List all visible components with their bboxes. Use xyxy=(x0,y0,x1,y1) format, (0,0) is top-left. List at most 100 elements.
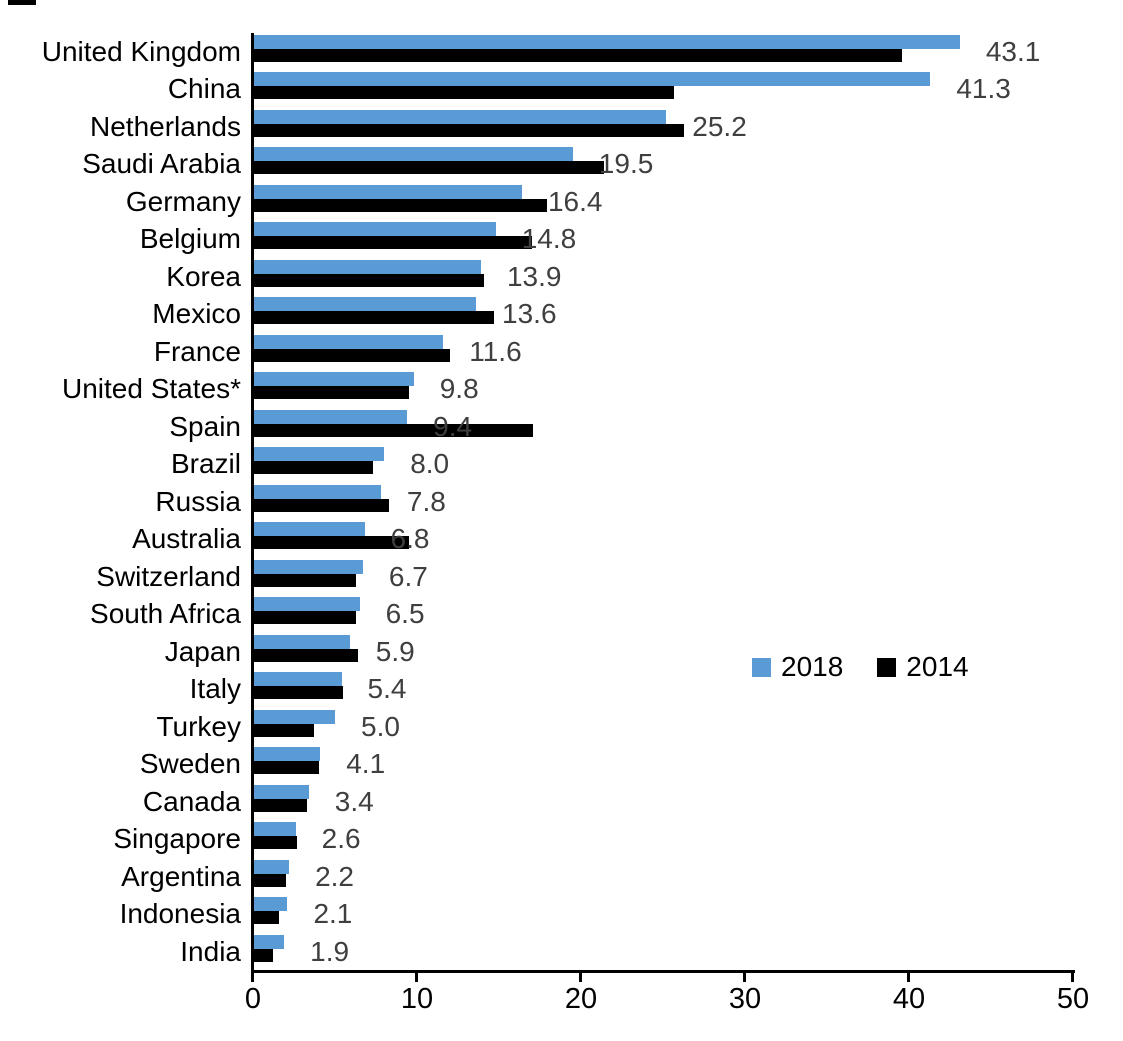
category-label: India xyxy=(180,935,241,967)
value-label: 9.8 xyxy=(439,373,479,405)
value-label: 13.9 xyxy=(506,260,562,292)
bar-2014 xyxy=(253,461,373,475)
bar-2018 xyxy=(253,859,290,874)
bar-2014 xyxy=(253,536,409,550)
bar-2018 xyxy=(253,522,365,537)
x-axis-tick xyxy=(743,973,746,982)
value-label: 6.5 xyxy=(385,598,425,630)
category-label: Canada xyxy=(142,785,241,817)
value-label: 9.4 xyxy=(433,410,473,442)
bar-2014 xyxy=(253,423,534,437)
value-label: 4.1 xyxy=(346,748,386,780)
bar-2014 xyxy=(253,311,495,325)
bar-2014 xyxy=(253,498,390,512)
legend-swatch-2014-icon xyxy=(877,657,897,677)
value-label: 25.2 xyxy=(692,110,747,142)
category-label: France xyxy=(153,335,241,367)
bar-2018 xyxy=(253,747,321,762)
value-label: 13.6 xyxy=(502,298,557,330)
legend-item-2014: 2014 xyxy=(877,651,969,682)
value-label: 41.3 xyxy=(956,73,1011,105)
bar-2014 xyxy=(253,798,308,812)
bar-2018 xyxy=(253,897,288,912)
category-label: South Africa xyxy=(90,598,241,630)
bar-2014 xyxy=(253,873,286,887)
value-label: 3.4 xyxy=(334,785,374,817)
value-label: 2.2 xyxy=(315,860,355,892)
x-axis-tick-label: 0 xyxy=(244,983,262,1015)
category-label: Turkey xyxy=(156,710,241,742)
bar-2018 xyxy=(253,72,931,87)
bar-2018 xyxy=(253,409,408,424)
category-label: Germany xyxy=(125,185,241,217)
x-axis-tick-label: 40 xyxy=(892,983,926,1015)
bar-2018 xyxy=(253,934,285,949)
value-label: 5.4 xyxy=(367,673,407,705)
category-label: Argentina xyxy=(121,860,241,892)
category-label: Spain xyxy=(169,410,241,442)
category-label: Australia xyxy=(132,523,241,555)
bar-2014 xyxy=(253,761,319,775)
bar-2014 xyxy=(253,86,675,100)
legend-item-2018: 2018 xyxy=(752,652,843,682)
bar-2018 xyxy=(253,372,414,387)
category-label: United States* xyxy=(62,373,241,405)
value-label: 2.1 xyxy=(313,898,353,930)
bar-2018 xyxy=(253,222,496,237)
category-label: Mexico xyxy=(152,298,241,330)
value-label: 5.0 xyxy=(361,710,400,742)
category-label: Indonesia xyxy=(119,898,241,930)
bar-2014 xyxy=(253,273,485,287)
bar-2014 xyxy=(253,611,357,625)
legend-label-2014: 2014 xyxy=(906,651,969,682)
value-label: 43.1 xyxy=(985,36,1041,67)
legend-label-2018: 2018 xyxy=(781,651,844,682)
value-label: 16.4 xyxy=(547,185,603,217)
value-label: 1.9 xyxy=(310,935,350,967)
category-label: Japan xyxy=(164,635,241,667)
x-axis-tick xyxy=(415,973,418,982)
bar-2018 xyxy=(253,634,350,649)
bar-2018 xyxy=(253,109,667,124)
top-left-artifact-mark xyxy=(8,0,36,5)
bar-2014 xyxy=(253,686,344,700)
value-label: 8.0 xyxy=(410,448,450,480)
bar-2018 xyxy=(253,334,444,349)
value-label: 7.8 xyxy=(406,485,446,517)
x-axis-tick-label: 10 xyxy=(400,983,434,1015)
value-label: 6.8 xyxy=(390,523,430,555)
bar-2014 xyxy=(253,123,685,137)
x-axis-tick-label: 20 xyxy=(564,983,598,1015)
bar-2018 xyxy=(253,297,477,312)
bar-2018 xyxy=(253,35,960,49)
value-label: 11.6 xyxy=(469,335,522,367)
bar-2014 xyxy=(253,573,357,587)
y-axis-line xyxy=(251,33,254,973)
value-label: 14.8 xyxy=(521,223,577,255)
value-label: 2.6 xyxy=(321,823,361,855)
x-axis-line xyxy=(251,970,1075,973)
bar-2018 xyxy=(253,597,360,612)
category-label: Saudi Arabia xyxy=(82,148,241,180)
value-label: 5.9 xyxy=(375,635,415,667)
bar-2018 xyxy=(253,672,342,687)
value-label: 6.7 xyxy=(388,560,428,592)
bar-2014 xyxy=(253,648,358,662)
bar-2014 xyxy=(253,161,604,175)
bar-2014 xyxy=(253,911,280,925)
bar-2018 xyxy=(253,184,522,199)
category-label: Korea xyxy=(166,260,241,292)
bar-2014 xyxy=(253,348,450,362)
category-label: Switzerland xyxy=(96,560,241,592)
bar-2018 xyxy=(253,259,481,274)
value-label: 19.5 xyxy=(598,148,654,180)
legend: 2018 2014 xyxy=(752,652,969,682)
bar-2018 xyxy=(253,484,381,499)
category-label: Sweden xyxy=(139,748,241,780)
bar-2014 xyxy=(253,836,298,850)
category-label: Belgium xyxy=(139,223,241,255)
bar-2018 xyxy=(253,709,335,724)
bar-2018 xyxy=(253,784,309,799)
bar-2014 xyxy=(253,198,547,212)
category-label: Netherlands xyxy=(90,110,241,142)
